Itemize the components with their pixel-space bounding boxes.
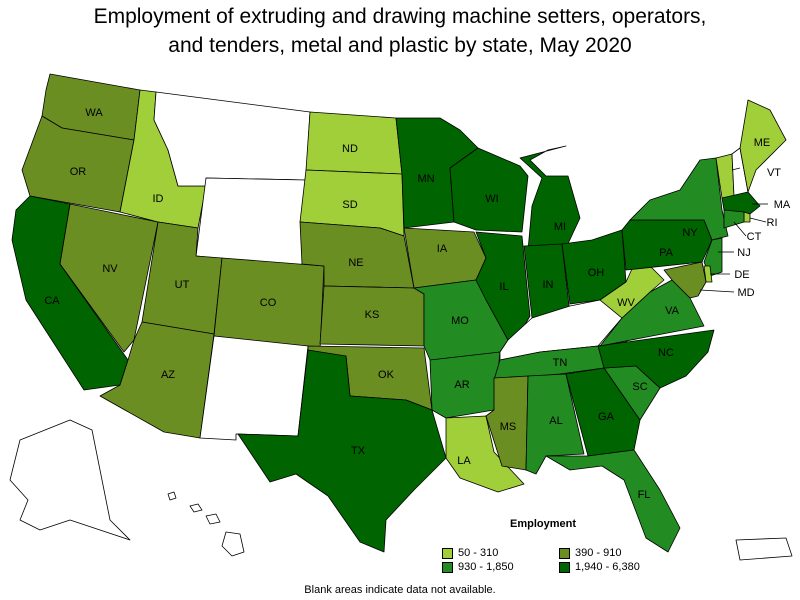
label-MD: MD [737, 287, 754, 299]
state-HI-4 [221, 531, 245, 557]
legend-label: 50 - 310 [458, 547, 499, 559]
label-OH: OH [588, 267, 605, 279]
legend-item-930-1850: 930 - 1,850 [442, 561, 514, 573]
label-AR: AR [454, 379, 469, 391]
state-WV [599, 259, 665, 319]
legend-swatch [442, 547, 453, 559]
label-WA: WA [85, 107, 103, 119]
state-GA [565, 367, 641, 457]
state-AK [9, 419, 131, 541]
label-TN: TN [553, 357, 568, 369]
label-CA: CA [44, 295, 60, 307]
footnote: Blank areas indicate data not available. [304, 584, 496, 596]
label-MA: MA [774, 199, 791, 211]
state-NC [597, 329, 715, 389]
label-NY: NY [682, 227, 698, 239]
label-WI: WI [485, 193, 498, 205]
leader-ct [733, 221, 747, 237]
label-NE: NE [348, 257, 363, 269]
label-MI: MI [554, 221, 566, 233]
map-title-line-1: Employment of extruding and drawing mach… [93, 5, 707, 28]
leader-md [699, 289, 735, 293]
legend-swatch [559, 561, 570, 573]
label-SD: SD [342, 199, 357, 211]
label-DE: DE [734, 269, 749, 281]
map-title: Employment of extruding and drawing mach… [0, 2, 800, 60]
label-RI: RI [767, 217, 778, 229]
label-NJ: NJ [737, 247, 750, 259]
label-TX: TX [351, 445, 366, 457]
state-TX [237, 349, 447, 553]
state-PR [735, 537, 793, 561]
state-MT [153, 91, 311, 187]
legend-label: 930 - 1,850 [458, 561, 514, 573]
state-MI [519, 145, 581, 251]
map-title-line-2: and tenders, metal and plastic by state,… [168, 34, 632, 57]
state-NM [199, 335, 309, 441]
label-CO: CO [260, 297, 277, 309]
leader-vt [731, 167, 741, 171]
label-PA: PA [659, 247, 674, 259]
state-IA [403, 227, 487, 289]
state-HI-2 [189, 503, 203, 513]
label-AL: AL [549, 415, 562, 427]
state-CT [723, 209, 745, 229]
label-LA: LA [457, 455, 471, 467]
label-IL: IL [499, 281, 508, 293]
state-HI-3 [205, 513, 221, 525]
state-KY [499, 299, 623, 361]
label-VA: VA [665, 305, 680, 317]
state-HI-1 [167, 491, 177, 501]
legend-title: Employment [510, 518, 577, 530]
label-ND: ND [342, 143, 358, 155]
state-MA [721, 191, 761, 215]
label-IN: IN [543, 279, 554, 291]
legend-swatch [559, 547, 570, 559]
label-ME: ME [754, 137, 771, 149]
state-WI [449, 147, 529, 233]
state-NV [59, 203, 159, 353]
label-GA: GA [598, 411, 615, 423]
label-AZ: AZ [161, 369, 175, 381]
label-WV: WV [617, 297, 635, 309]
legend-swatch [442, 561, 453, 573]
label-MO: MO [451, 315, 469, 327]
state-FL [545, 449, 681, 553]
label-FL: FL [638, 489, 651, 501]
legend-item-1940-6380: 1,940 - 6,380 [559, 561, 640, 573]
label-UT: UT [175, 279, 190, 291]
legend-item-50-310: 50 - 310 [442, 547, 498, 559]
legend-item-390-910: 390 - 910 [559, 547, 621, 559]
state-AR [429, 351, 501, 419]
label-NV: NV [102, 263, 118, 275]
label-CT: CT [747, 231, 762, 243]
leader-ri [749, 217, 767, 223]
label-OK: OK [378, 369, 395, 381]
label-MN: MN [417, 173, 434, 185]
state-MD [663, 261, 707, 299]
state-LA [445, 415, 525, 493]
state-NY [629, 157, 729, 241]
legend-label: 1,940 - 6,380 [575, 561, 640, 573]
label-VT: VT [767, 167, 781, 179]
legend-label: 390 - 910 [575, 547, 622, 559]
label-NC: NC [658, 347, 674, 359]
label-IA: IA [437, 243, 448, 255]
state-RI [743, 211, 751, 223]
label-MS: MS [500, 421, 517, 433]
label-SC: SC [632, 381, 647, 393]
state-WY [195, 177, 307, 267]
label-ID: ID [153, 193, 164, 205]
label-OR: OR [70, 166, 87, 178]
label-KS: KS [365, 309, 380, 321]
